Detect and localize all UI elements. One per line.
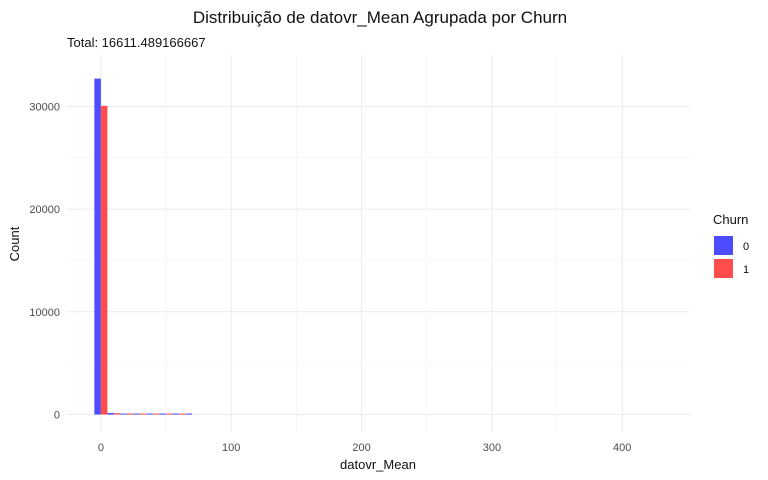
y-tick-label: 20000	[29, 204, 60, 216]
bar-churn-0	[94, 78, 101, 415]
chart-title: Distribuição de datovr_Mean Agrupada por…	[193, 8, 567, 27]
bar-churn-0	[107, 412, 114, 415]
legend-swatch-1	[714, 259, 733, 278]
grid	[67, 55, 690, 432]
chart-subtitle: Total: 16611.489166667	[67, 35, 206, 50]
legend: Churn 0 1	[713, 212, 749, 278]
bar-churn-1	[113, 413, 121, 415]
y-tick-label: 10000	[29, 307, 60, 319]
y-tick-label: 30000	[29, 101, 60, 113]
y-axis-label: Count	[7, 226, 22, 261]
x-tick-label: 200	[352, 442, 370, 454]
y-tick-label: 0	[54, 410, 60, 422]
bar-churn-0	[146, 413, 154, 415]
bar-churn-1	[139, 413, 147, 415]
bars	[94, 78, 193, 415]
bar-churn-0	[172, 413, 180, 415]
legend-swatch-0	[714, 236, 733, 255]
x-axis-ticks: 0 100 200 300 400	[98, 442, 632, 454]
legend-title: Churn	[713, 212, 748, 227]
x-tick-label: 0	[98, 442, 104, 454]
legend-label-1: 1	[743, 264, 749, 276]
bar-churn-1	[166, 413, 173, 415]
bar-churn-0	[159, 413, 167, 415]
bar-churn-1	[153, 413, 160, 415]
y-axis-ticks: 0 10000 20000 30000	[29, 101, 60, 421]
x-tick-label: 400	[613, 442, 631, 454]
x-axis-label: datovr_Mean	[340, 457, 416, 472]
x-tick-label: 100	[222, 442, 240, 454]
x-tick-label: 300	[483, 442, 501, 454]
legend-label-0: 0	[743, 241, 749, 253]
bar-churn-0	[120, 413, 127, 415]
bar-churn-1	[179, 413, 186, 415]
bar-churn-0	[133, 413, 140, 415]
bar-churn-1	[126, 413, 134, 415]
bar-churn-0	[185, 413, 193, 415]
bar-churn-1	[100, 105, 108, 415]
